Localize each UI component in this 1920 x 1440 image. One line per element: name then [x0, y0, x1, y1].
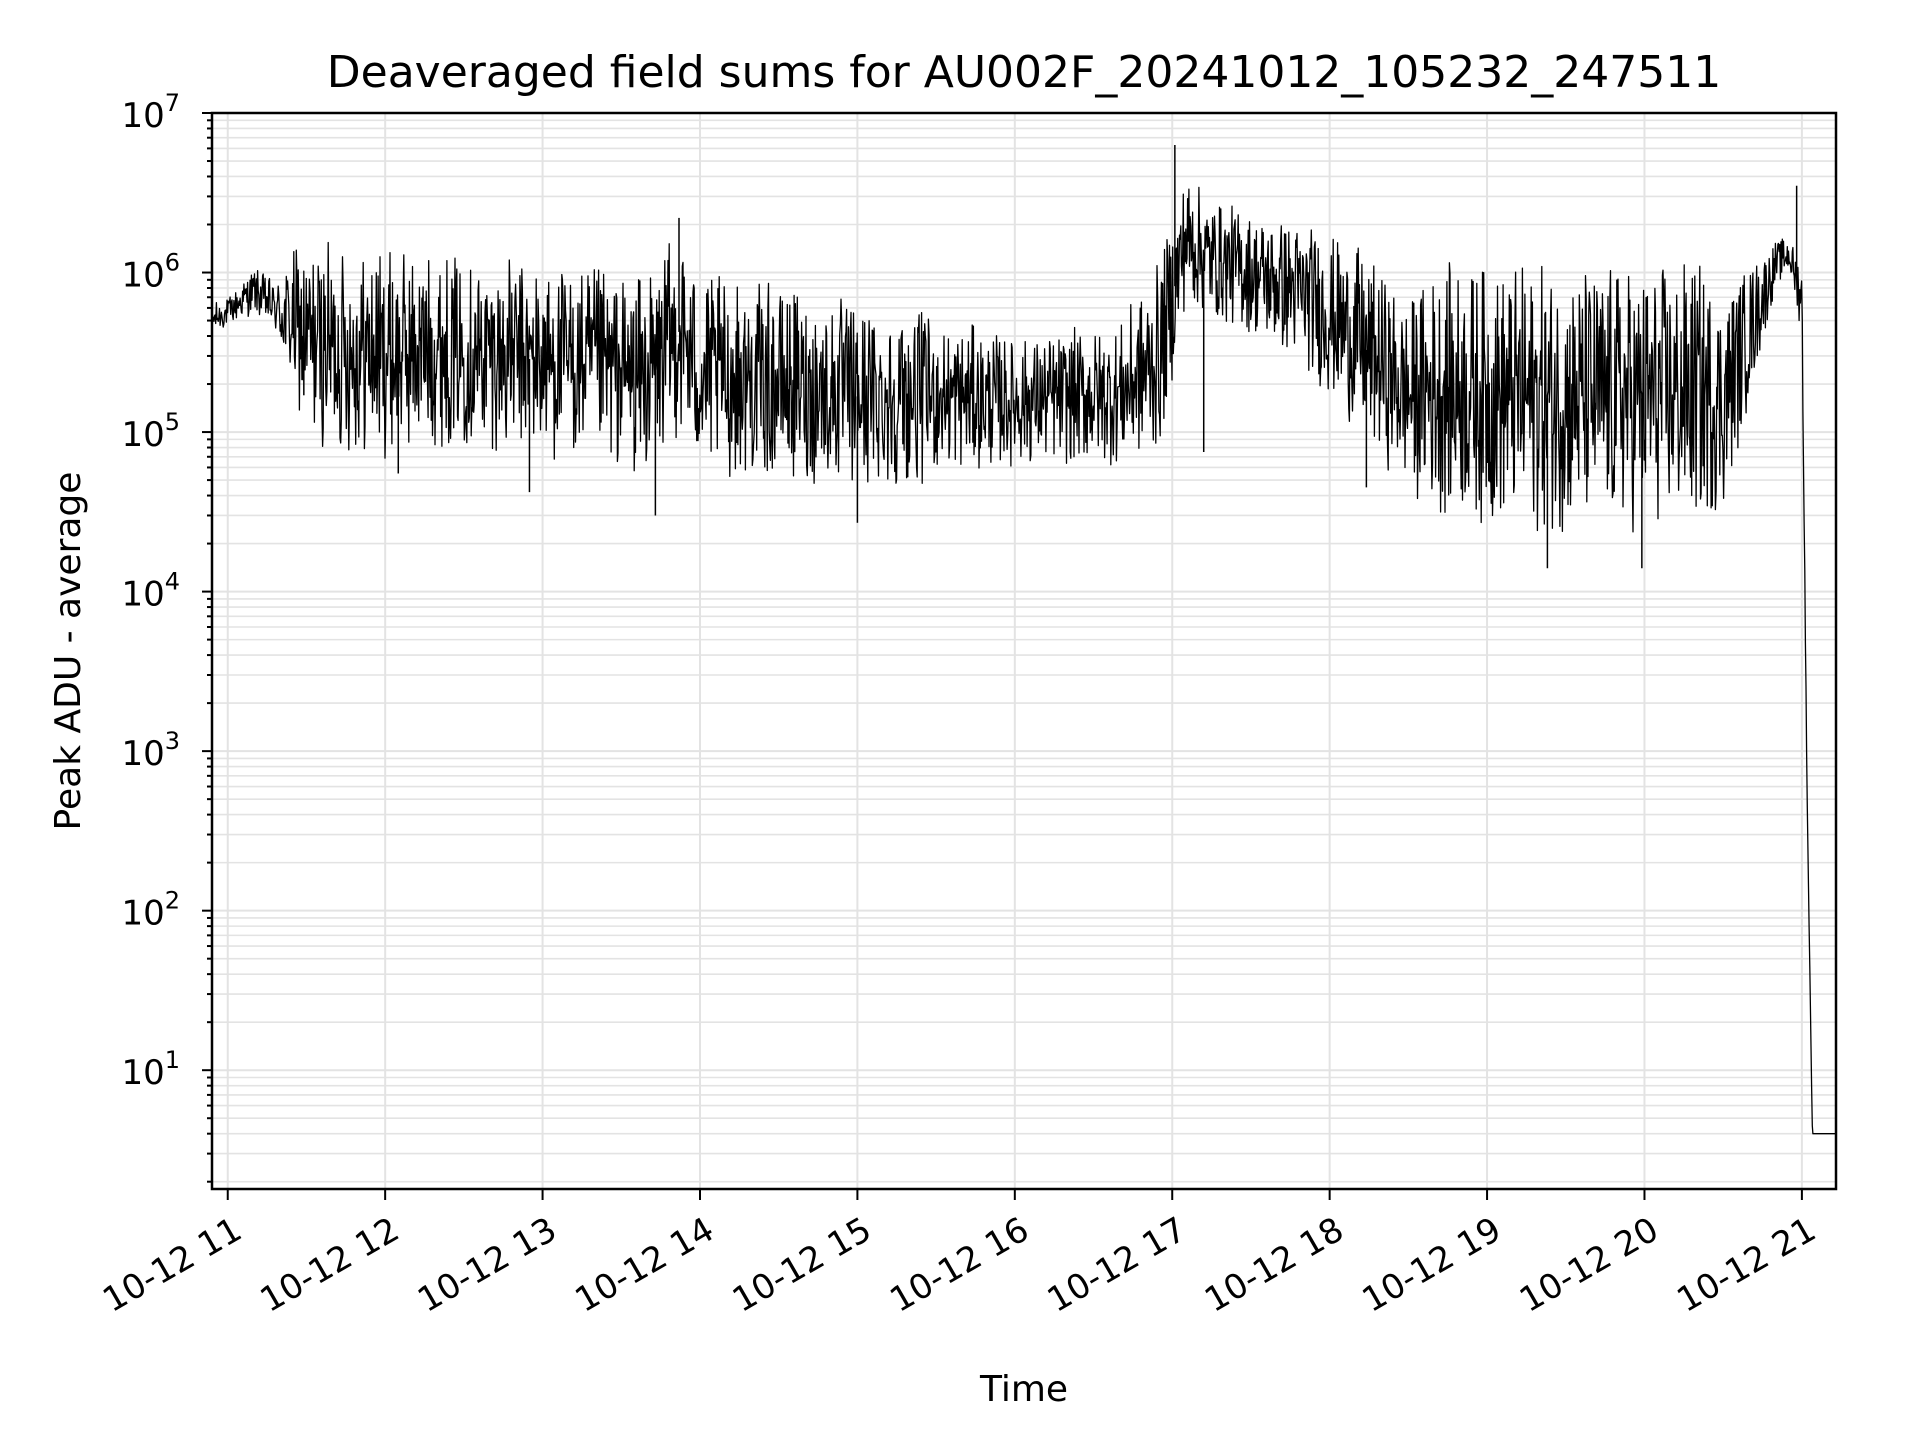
- x-axis-label: Time: [979, 1369, 1068, 1410]
- y-tick-label: 101: [121, 1046, 180, 1093]
- x-tick-label: 10-12 19: [1356, 1210, 1508, 1321]
- series-line: [211, 145, 1837, 1135]
- x-tick-label: 10-12 21: [1670, 1210, 1822, 1321]
- y-tick-label: 103: [121, 727, 180, 774]
- x-tick-label: 10-12 13: [411, 1210, 563, 1321]
- y-tick-label: 106: [121, 249, 180, 296]
- y-tick-label: 102: [121, 887, 180, 934]
- series-trace: [211, 186, 1837, 1135]
- y-axis-label: Peak ADU - average: [48, 472, 89, 831]
- plot-frame: [210, 111, 1838, 1191]
- x-tick-label: 10-12 14: [568, 1210, 720, 1321]
- y-tick-label: 105: [121, 408, 180, 455]
- x-tick-label: 10-12 20: [1513, 1210, 1665, 1321]
- y-axis-ticks: 101 102 103 104 105 106 107: [121, 89, 212, 1183]
- x-tick-label: 10-12 17: [1041, 1210, 1193, 1321]
- x-axis-ticks: 10-12 11 10-12 12 10-12 13 10-12 14 10-12 15…: [96, 1189, 1823, 1321]
- x-tick-label: 10-12 11: [96, 1210, 248, 1321]
- x-tick-label: 10-12 12: [254, 1210, 406, 1321]
- chart-title: Deaveraged field sums for AU002F_2024101…: [327, 47, 1721, 98]
- x-tick-label: 10-12 18: [1198, 1210, 1350, 1321]
- y-tick-label: 104: [121, 568, 180, 615]
- x-tick-label: 10-12 16: [883, 1210, 1035, 1321]
- y-tick-label: 107: [121, 89, 180, 136]
- x-tick-label: 10-12 15: [726, 1210, 878, 1321]
